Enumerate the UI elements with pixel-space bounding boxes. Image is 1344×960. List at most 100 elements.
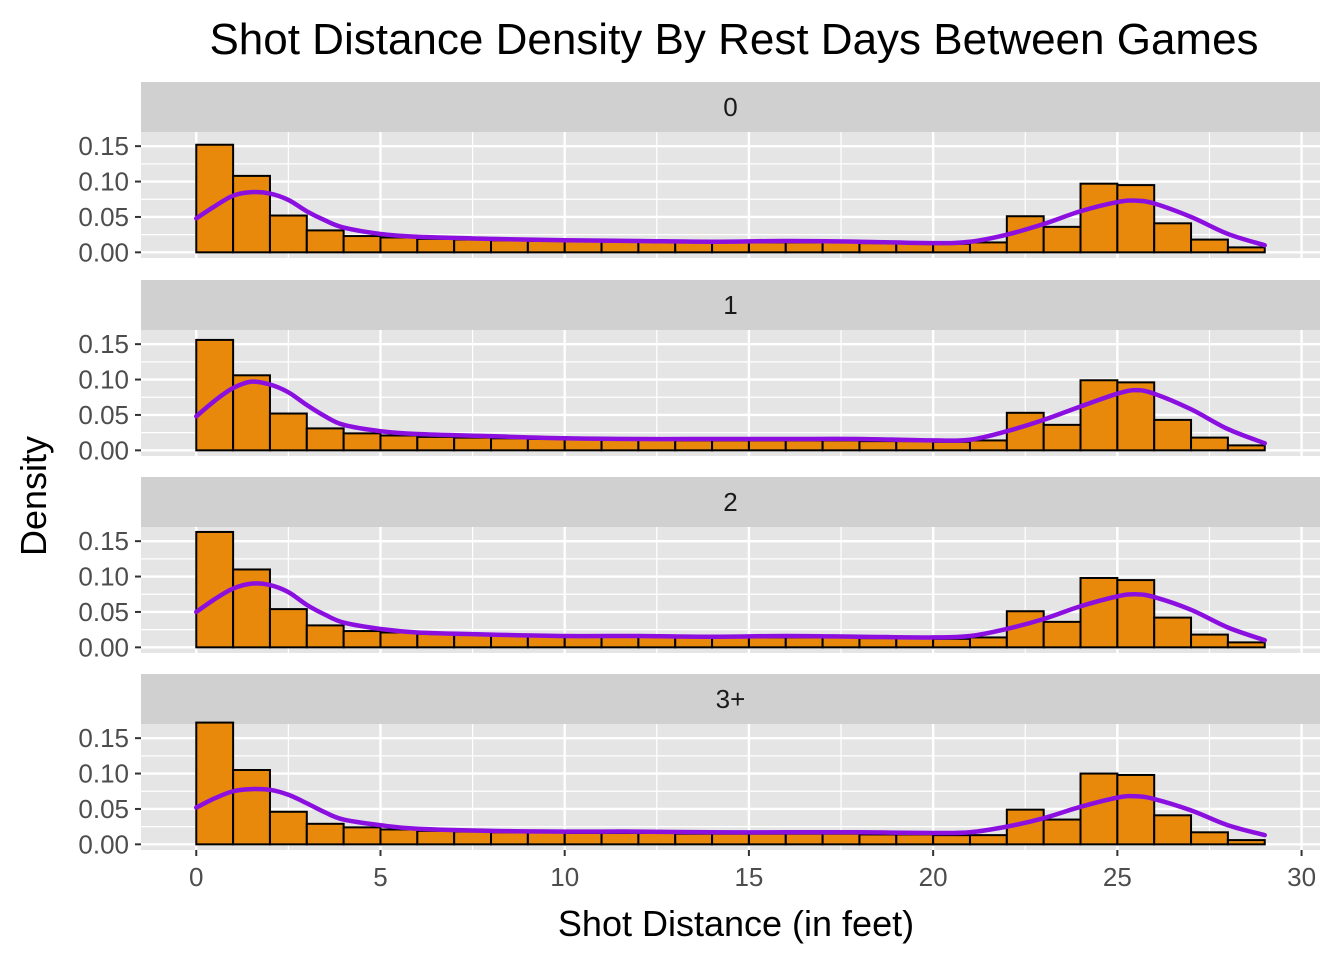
histogram-bar bbox=[416, 829, 456, 846]
histogram-bar bbox=[858, 833, 898, 846]
histogram-bar bbox=[305, 427, 345, 452]
y-tick-label: 0.00 bbox=[78, 632, 129, 662]
facet-panel-2: 2 0.00 0.05 0.10 0.15 bbox=[78, 477, 1320, 662]
density-curve bbox=[194, 189, 1267, 248]
histogram-bar bbox=[342, 235, 382, 254]
x-tick-label: 20 bbox=[919, 862, 948, 892]
facet-strip bbox=[141, 82, 1320, 132]
histogram-bar bbox=[784, 439, 824, 452]
x-tick-label: 0 bbox=[189, 862, 203, 892]
histogram-bar bbox=[1226, 839, 1266, 846]
histogram-bar bbox=[1226, 246, 1266, 254]
histogram-bar bbox=[1042, 620, 1082, 649]
x-axis: 0 5 10 15 20 25 30 bbox=[189, 850, 1316, 892]
histogram-bar bbox=[784, 832, 824, 846]
histogram-bar bbox=[416, 632, 456, 649]
histogram-bar bbox=[1042, 225, 1082, 254]
facet-strip-label: 0 bbox=[723, 92, 737, 122]
histogram-bar bbox=[416, 435, 456, 452]
histogram-bar bbox=[968, 636, 1008, 649]
histogram-bar bbox=[232, 769, 271, 846]
facet-panel-1: 1 0.00 0.05 0.10 0.15 bbox=[78, 280, 1320, 465]
histogram-bar bbox=[342, 630, 382, 649]
histogram-bar bbox=[1079, 576, 1119, 649]
histogram-bar bbox=[1190, 436, 1229, 452]
density-curve bbox=[194, 379, 1267, 446]
histogram-bar bbox=[747, 241, 787, 254]
histogram-bar bbox=[453, 436, 493, 452]
histogram-bar bbox=[747, 439, 787, 452]
chart-title: Shot Distance Density By Rest Days Betwe… bbox=[209, 15, 1258, 64]
y-tick-label: 0.00 bbox=[78, 435, 129, 465]
histogram-bar bbox=[453, 238, 493, 254]
facet-strip-label: 3+ bbox=[716, 684, 746, 714]
histogram-bar bbox=[526, 438, 566, 452]
histogram-bar bbox=[711, 439, 750, 452]
histogram-bar bbox=[821, 439, 861, 452]
histogram-bar bbox=[1190, 238, 1229, 254]
histogram-bar bbox=[600, 438, 640, 452]
histogram-bar bbox=[1153, 814, 1193, 846]
facet-strip bbox=[141, 280, 1320, 330]
histogram-bar bbox=[674, 832, 714, 846]
histogram-bar bbox=[600, 240, 640, 254]
histogram-bar bbox=[232, 174, 271, 254]
histogram-bar bbox=[563, 832, 603, 846]
histogram-bar bbox=[858, 440, 898, 452]
histogram-bar bbox=[379, 828, 419, 846]
histogram-bar bbox=[821, 241, 861, 254]
histogram-bar bbox=[268, 412, 308, 452]
x-axis-title: Shot Distance (in feet) bbox=[558, 903, 914, 944]
y-tick-label: 0.10 bbox=[78, 759, 129, 789]
histogram-bar bbox=[747, 636, 787, 649]
y-tick-label: 0.10 bbox=[78, 562, 129, 592]
y-tick-label: 0.05 bbox=[78, 597, 129, 627]
histogram-bar bbox=[674, 439, 714, 452]
histogram-bar bbox=[490, 831, 529, 846]
histogram-bar bbox=[379, 434, 419, 452]
facet-strip-label: 1 bbox=[723, 290, 737, 320]
x-tick-label: 5 bbox=[373, 862, 387, 892]
histogram-bar bbox=[600, 832, 640, 846]
histogram-bar bbox=[195, 338, 235, 452]
histogram-bar bbox=[747, 832, 787, 846]
histogram-bar bbox=[932, 440, 971, 452]
histogram-bar bbox=[453, 830, 493, 846]
histogram-bar bbox=[637, 438, 677, 452]
y-tick-label: 0.15 bbox=[78, 723, 129, 753]
histogram-bar bbox=[1116, 579, 1156, 649]
histogram-bar bbox=[195, 721, 235, 846]
histogram-bar bbox=[1153, 616, 1193, 649]
histogram-bar bbox=[821, 636, 861, 649]
histogram-bar bbox=[526, 240, 566, 254]
histogram-bar bbox=[821, 832, 861, 846]
histogram-bar bbox=[1079, 379, 1119, 452]
density-curve bbox=[194, 786, 1267, 838]
facet-panel-3: 3+ 0.00 0.05 0.10 0.15 bbox=[78, 674, 1320, 859]
facet-panel-0: 0 0.00 0.05 0.10 0.15 bbox=[78, 82, 1320, 267]
histogram-bar bbox=[858, 637, 898, 649]
y-tick-label: 0.10 bbox=[78, 365, 129, 395]
histogram-bar bbox=[305, 229, 345, 254]
histogram-bar bbox=[490, 239, 529, 254]
facet-strip-label: 2 bbox=[723, 487, 737, 517]
facet-strip bbox=[141, 477, 1320, 527]
x-tick-label: 10 bbox=[550, 862, 579, 892]
histogram-bar bbox=[1226, 444, 1266, 452]
histogram-bar bbox=[1226, 641, 1266, 649]
y-tick-label: 0.05 bbox=[78, 400, 129, 430]
histogram-bar bbox=[342, 826, 382, 846]
x-tick-label: 30 bbox=[1287, 862, 1316, 892]
histogram-bar bbox=[1042, 818, 1082, 846]
x-tick-label: 25 bbox=[1103, 862, 1132, 892]
histogram-bar bbox=[342, 432, 382, 452]
y-tick-label: 0.05 bbox=[78, 202, 129, 232]
histogram-bar bbox=[1079, 182, 1119, 254]
y-tick-label: 0.05 bbox=[78, 794, 129, 824]
histogram-bar bbox=[305, 624, 345, 649]
y-tick-label: 0.10 bbox=[78, 167, 129, 197]
histogram-bar bbox=[637, 832, 677, 846]
facet-panels: 00.000.050.100.1510.000.050.100.1520.000… bbox=[78, 82, 1320, 859]
histogram-bar bbox=[711, 832, 750, 846]
histogram-bar bbox=[232, 374, 271, 452]
